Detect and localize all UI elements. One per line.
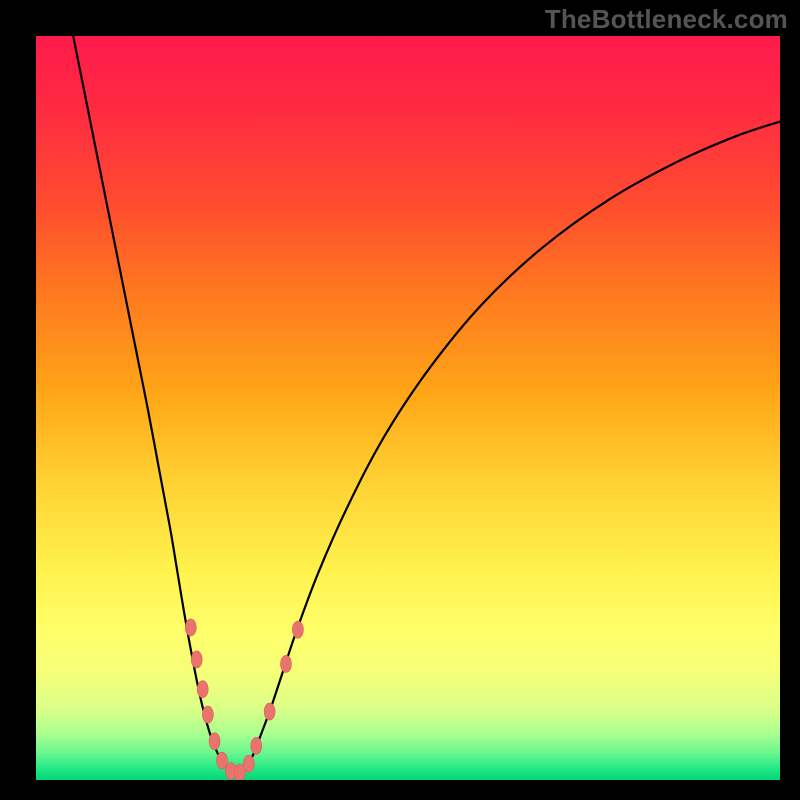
marker-dot bbox=[197, 681, 208, 698]
marker-dot bbox=[209, 733, 220, 750]
marker-dot bbox=[217, 752, 228, 769]
marker-dot bbox=[202, 706, 213, 723]
plot-svg bbox=[36, 36, 780, 780]
marker-dot bbox=[264, 703, 275, 720]
marker-dot bbox=[191, 651, 202, 668]
marker-dot bbox=[292, 621, 303, 638]
marker-dot bbox=[280, 655, 291, 672]
marker-dot bbox=[185, 619, 196, 636]
marker-dot bbox=[251, 737, 262, 754]
plot-area bbox=[36, 36, 780, 780]
marker-dot bbox=[243, 755, 254, 772]
watermark-text: TheBottleneck.com bbox=[545, 4, 788, 35]
